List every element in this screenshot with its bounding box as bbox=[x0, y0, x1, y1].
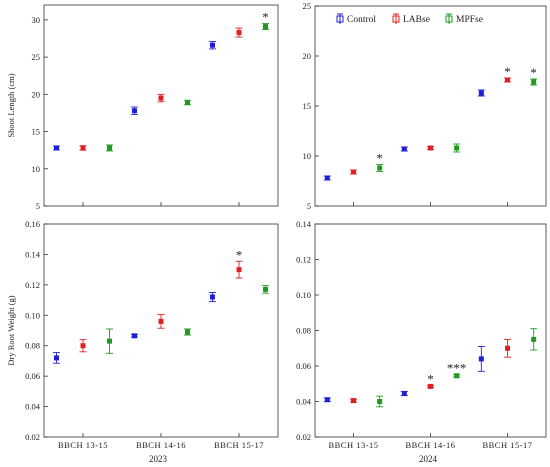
data-point-control bbox=[401, 391, 407, 397]
data-point-mpfse bbox=[185, 100, 191, 106]
data-point-labse bbox=[158, 318, 164, 324]
y-tick-label: 20 bbox=[32, 89, 41, 99]
y-tick-label: 0.10 bbox=[25, 310, 40, 320]
data-point-mpfse bbox=[263, 24, 269, 30]
data-point-control bbox=[324, 397, 330, 403]
data-point-labse bbox=[80, 343, 86, 349]
y-tick-label: 0.12 bbox=[296, 255, 311, 265]
legend-label-mpfse: MPFse bbox=[456, 15, 483, 25]
y-tick-label: 0.04 bbox=[296, 397, 312, 407]
x-tick-label: BBCH 14-16 bbox=[405, 440, 455, 450]
year-label-2023: 2023 bbox=[149, 454, 168, 464]
data-point-labse bbox=[427, 383, 433, 389]
data-point-control bbox=[478, 356, 484, 362]
data-point-mpfse bbox=[377, 165, 383, 171]
plot-frame bbox=[314, 223, 547, 438]
data-point-labse bbox=[350, 169, 356, 175]
y-axis-label: Dry Root Weight (g) bbox=[6, 295, 16, 365]
y-tick-label: 0.04 bbox=[25, 402, 41, 412]
data-point-mpfse bbox=[531, 79, 537, 85]
y-tick-label: 15 bbox=[32, 127, 41, 137]
significance-star: * bbox=[236, 247, 243, 262]
panel-3: 0.02 0.04 0.06 0.08 0.10 0.12 0.14 0.16 BBCH 13-… bbox=[6, 219, 279, 450]
y-tick-label: 0.14 bbox=[25, 249, 41, 259]
data-point-control bbox=[53, 355, 59, 361]
data-point-labse bbox=[236, 267, 242, 273]
y-tick-label: 15 bbox=[303, 101, 312, 111]
y-tick-label: 20 bbox=[303, 51, 312, 61]
y-tick-label: 0.08 bbox=[296, 326, 311, 336]
data-point-mpfse bbox=[263, 286, 269, 292]
y-tick-label: 0.06 bbox=[25, 371, 40, 381]
y-tick-label: 25 bbox=[32, 52, 41, 62]
data-point-labse bbox=[158, 95, 164, 101]
panel-2: 5 10 15 20 25 * * * bbox=[303, 1, 547, 211]
x-tick-label: BBCH 13-15 bbox=[58, 440, 108, 450]
x-tick-label: BBCH 15-17 bbox=[482, 440, 532, 450]
data-point-labse bbox=[350, 398, 356, 404]
data-point-labse bbox=[80, 145, 86, 151]
y-tick-label: 0.02 bbox=[25, 432, 40, 442]
significance-star: *** bbox=[447, 360, 467, 375]
x-tick-label: BBCH 13-15 bbox=[328, 440, 378, 450]
y-tick-label: 0.02 bbox=[296, 432, 311, 442]
y-tick-label: 0.10 bbox=[296, 290, 311, 300]
data-point-control bbox=[209, 42, 215, 48]
data-point-labse bbox=[504, 345, 510, 351]
panel-4: 0.02 0.04 0.06 0.08 0.10 0.12 0.14 BBCH 13-15 BB… bbox=[296, 219, 547, 450]
y-tick-label: 30 bbox=[32, 15, 41, 25]
data-point-control bbox=[324, 175, 330, 181]
y-axis-label: Shoot Length (cm) bbox=[6, 73, 16, 137]
data-point-labse bbox=[427, 145, 433, 151]
data-point-mpfse bbox=[107, 338, 113, 344]
year-label-2024: 2024 bbox=[419, 454, 438, 464]
data-point-control bbox=[131, 108, 137, 114]
data-point-mpfse bbox=[377, 398, 383, 404]
significance-star: * bbox=[376, 151, 383, 166]
panel-1: 5 10 15 20 25 30 Shoot Length (cm) * bbox=[6, 4, 279, 211]
legend: Control LABse MPFse bbox=[336, 13, 483, 25]
y-tick-label: 0.16 bbox=[25, 219, 40, 229]
significance-star: * bbox=[262, 10, 269, 25]
y-tick-label: 0.08 bbox=[25, 341, 40, 351]
data-point-mpfse bbox=[185, 329, 191, 335]
x-tick-label: BBCH 14-16 bbox=[136, 440, 186, 450]
y-tick-label: 5 bbox=[307, 201, 311, 211]
data-point-labse bbox=[504, 77, 510, 83]
data-point-labse bbox=[236, 30, 242, 36]
data-point-control bbox=[478, 90, 484, 96]
significance-star: * bbox=[530, 65, 537, 80]
y-tick-label: 10 bbox=[303, 151, 312, 161]
legend-label-labse: LABse bbox=[403, 15, 430, 25]
y-tick-label: 0.06 bbox=[296, 361, 311, 371]
y-tick-label: 0.12 bbox=[25, 280, 40, 290]
significance-star: * bbox=[427, 371, 434, 386]
significance-star: * bbox=[504, 64, 511, 79]
data-point-control bbox=[53, 145, 59, 151]
y-tick-label: 5 bbox=[36, 201, 40, 211]
legend-label-control: Control bbox=[347, 15, 376, 25]
y-tick-label: 10 bbox=[32, 164, 41, 174]
plot-frame bbox=[43, 223, 279, 438]
data-point-mpfse bbox=[454, 373, 460, 379]
plot-frame bbox=[314, 5, 547, 207]
data-point-control bbox=[131, 333, 137, 339]
data-point-control bbox=[401, 146, 407, 152]
plot-frame bbox=[43, 4, 279, 207]
y-tick-label: 0.14 bbox=[296, 219, 312, 229]
data-point-control bbox=[209, 294, 215, 300]
data-point-mpfse bbox=[531, 336, 537, 342]
x-tick-label: BBCH 15-17 bbox=[214, 440, 264, 450]
data-point-mpfse bbox=[454, 145, 460, 151]
y-tick-label: 25 bbox=[303, 1, 312, 11]
data-point-mpfse bbox=[107, 145, 113, 151]
